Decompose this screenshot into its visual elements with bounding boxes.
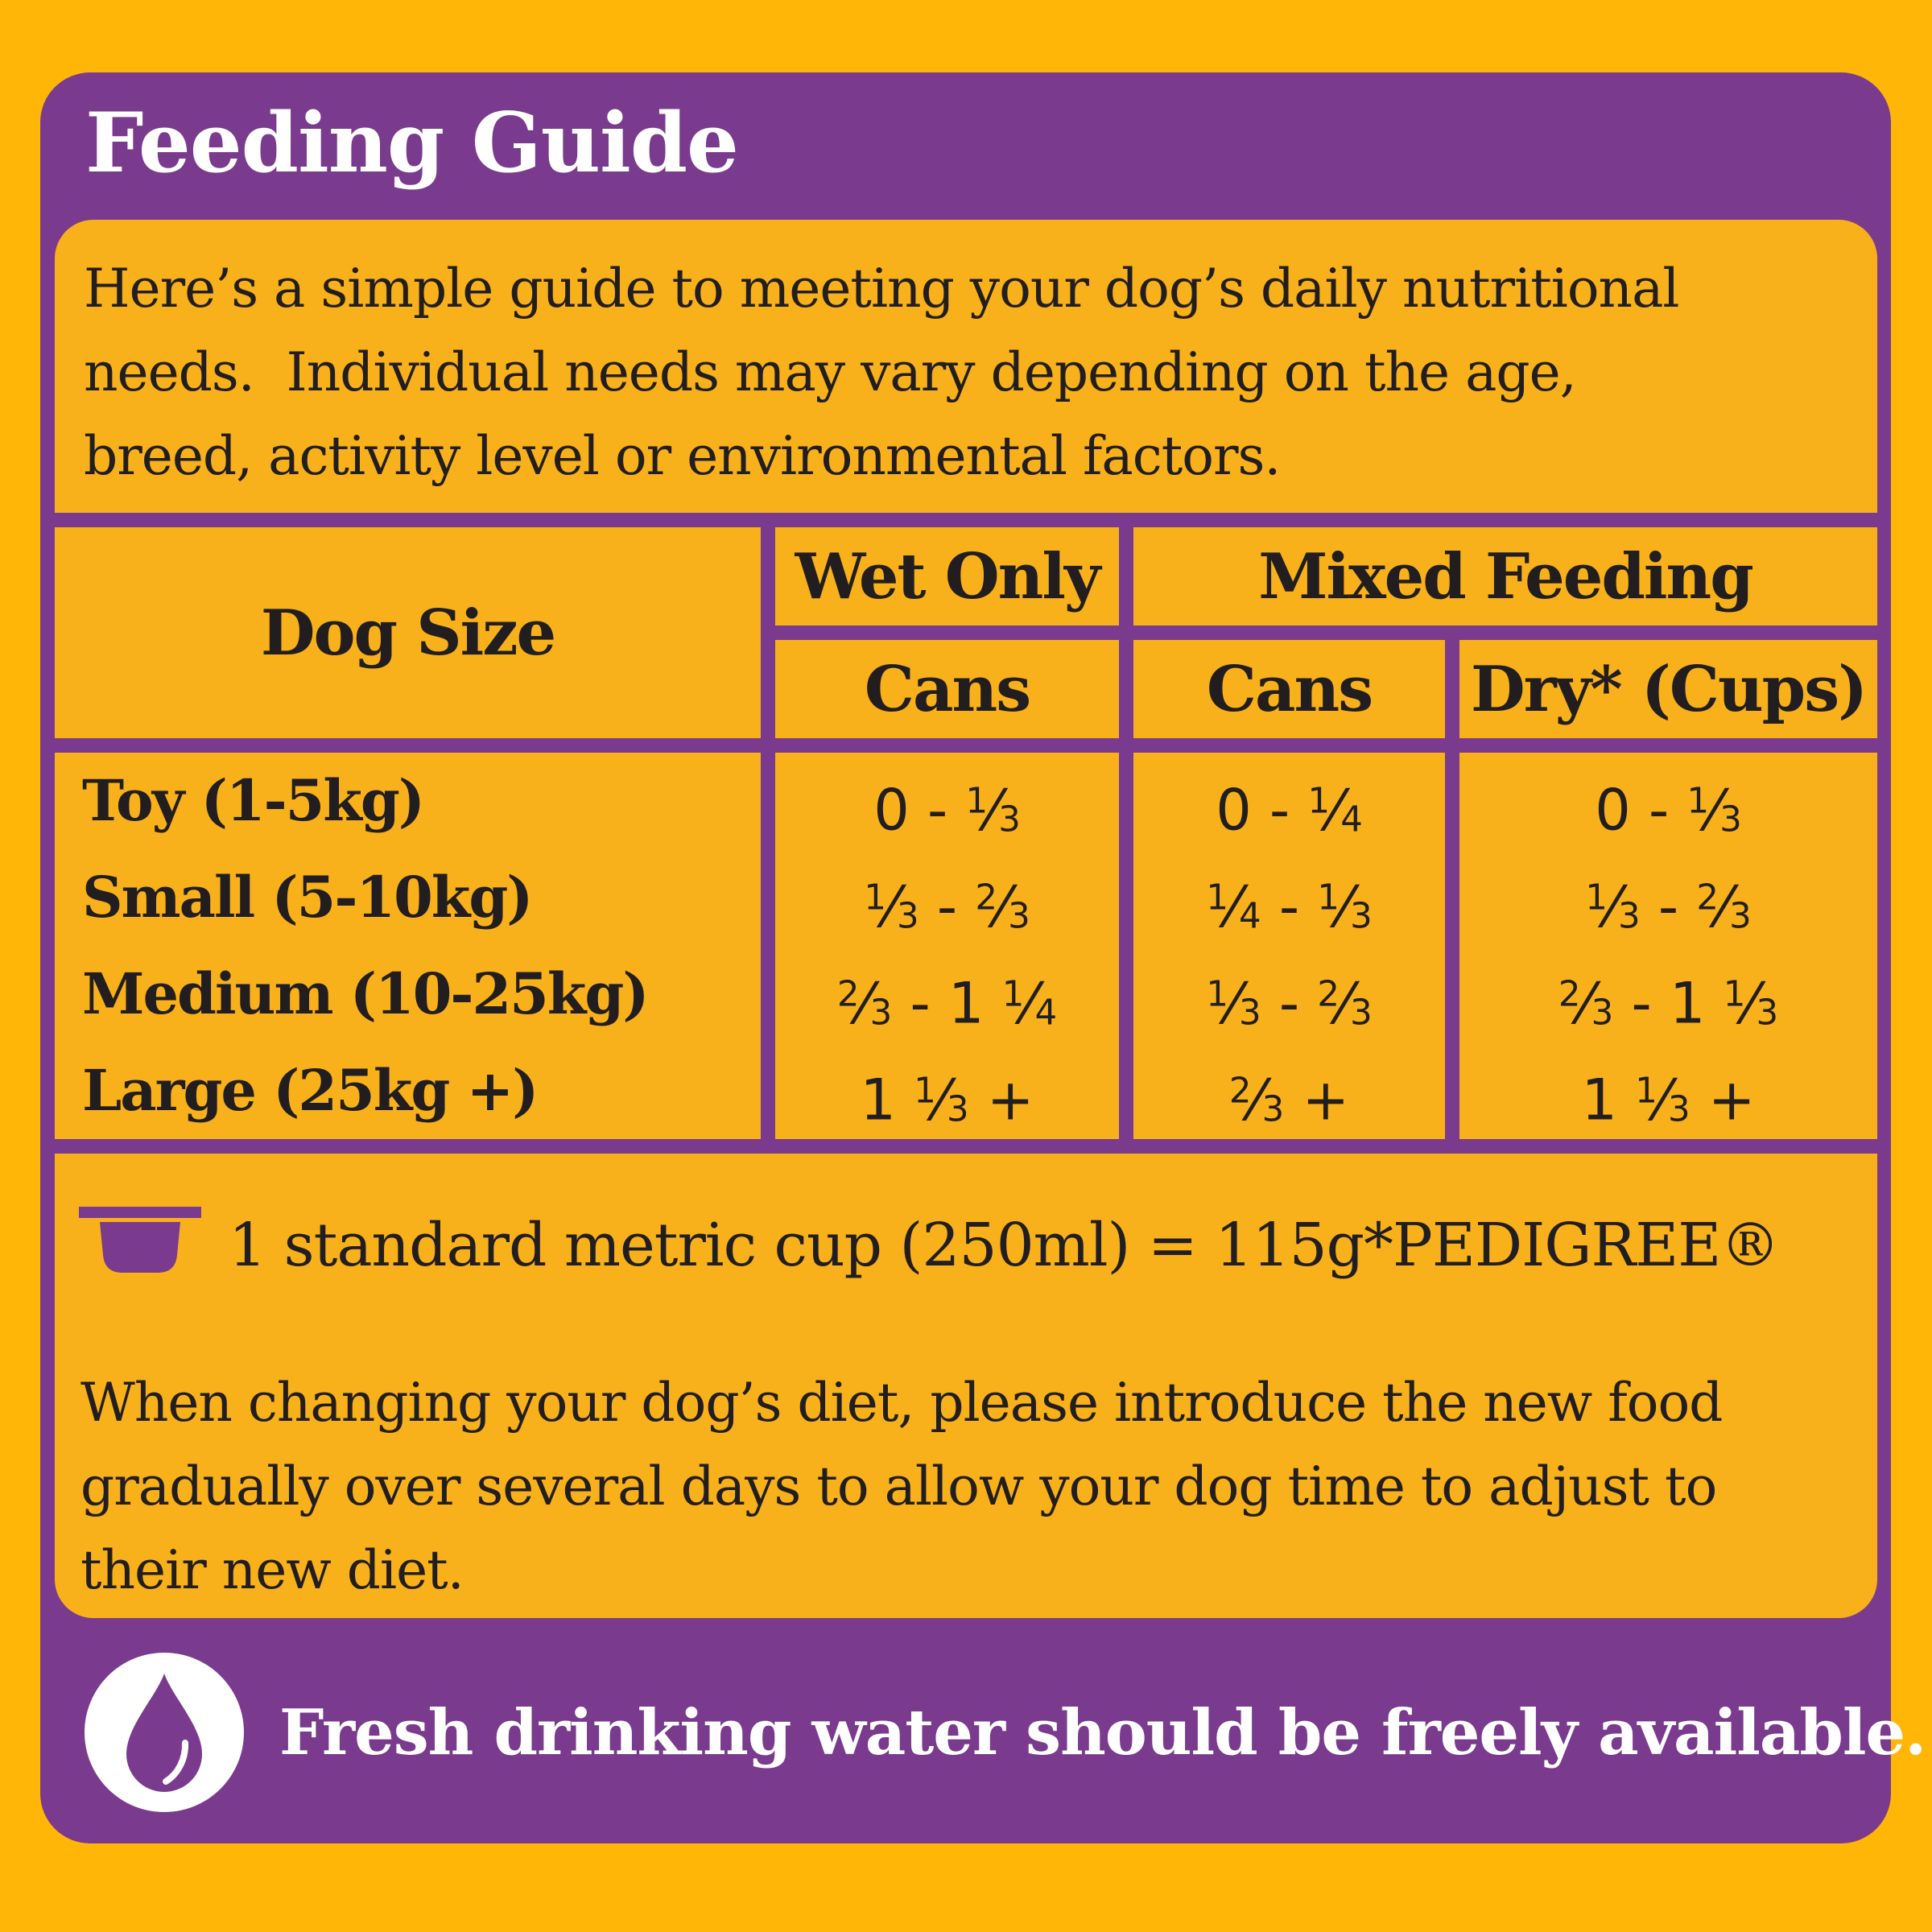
table-header-wet-only: Wet Only [775, 527, 1119, 625]
intro-line: breed, activity level or environmental f… [84, 425, 1281, 487]
table-subheader-mixed-cans: Cans [1133, 640, 1445, 738]
table-cell: 0 - 1⁄3 [873, 777, 1021, 844]
table-header-mixed-feeding: Mixed Feeding [1133, 527, 1877, 625]
table-cell: 2⁄3 - 1 1⁄3 [1558, 970, 1779, 1037]
table-row-label: Medium (10-25kg) [82, 960, 649, 1027]
fraction: 2⁄3 [836, 970, 893, 1037]
fraction: 1⁄4 [1001, 970, 1058, 1037]
mixed-cans-label: Cans [1206, 652, 1373, 726]
fraction: 1⁄3 [1723, 970, 1779, 1037]
fraction: 2⁄3 [1228, 1067, 1285, 1133]
dry-cups-label: Dry* (Cups) [1470, 652, 1868, 726]
fraction: 1⁄3 [914, 1067, 969, 1133]
table-cell: 1 1⁄3 + [860, 1067, 1034, 1133]
fraction: 1⁄3 [1585, 873, 1641, 940]
intro-line: needs. Individual needs may vary dependi… [84, 341, 1577, 403]
intro-box: Here’s a simple guide to meeting your do… [55, 220, 1877, 513]
table-cell: 2⁄3 + [1228, 1067, 1350, 1133]
table-cell: 0 - 1⁄4 [1216, 777, 1363, 844]
mixed-feeding-label: Mixed Feeding [1258, 539, 1754, 613]
fraction: 1⁄3 [1635, 1067, 1690, 1133]
table-column-wet-cans: 0 - 1⁄3 1⁄3 - 2⁄3 2⁄3 - 1 1⁄4 1 1⁄3 + [775, 753, 1119, 1139]
table-row-label: Toy (1-5kg) [82, 767, 425, 834]
water-note-row: Fresh drinking water should be freely av… [85, 1652, 1926, 1813]
fraction: 1⁄3 [1206, 970, 1261, 1037]
fraction: 1⁄3 [864, 873, 919, 940]
table-column-dog-sizes: Toy (1-5kg) Small (5-10kg) Medium (10-25… [55, 753, 761, 1139]
table-cell: 0 - 1⁄3 [1595, 777, 1742, 844]
table-header-dog-size: Dog Size [55, 527, 761, 738]
measuring-cup-icon [79, 1207, 201, 1273]
wet-only-label: Wet Only [795, 539, 1101, 613]
fraction: 2⁄3 [1558, 970, 1614, 1037]
cup-note-row: 1 standard metric cup (250ml) = 115g*PED… [79, 1207, 1780, 1284]
intro-text: Here’s a simple guide to meeting your do… [84, 247, 1680, 498]
table-cell: 1 1⁄3 + [1581, 1067, 1756, 1133]
cup-note-text: 1 standard metric cup (250ml) = 115g*PED… [229, 1211, 1780, 1280]
table-column-dry-cups: 0 - 1⁄3 1⁄3 - 2⁄3 2⁄3 - 1 1⁄3 1 1⁄3 + [1459, 753, 1877, 1139]
water-note-text: Fresh drinking water should be freely av… [279, 1695, 1926, 1769]
notes-box: 1 standard metric cup (250ml) = 115g*PED… [55, 1154, 1877, 1618]
intro-line: Here’s a simple guide to meeting your do… [84, 258, 1680, 320]
paragraph-line: When changing your dog’s diet, please in… [80, 1372, 1723, 1434]
dog-size-label: Dog Size [260, 596, 556, 670]
table-cell: 1⁄3 - 2⁄3 [1585, 873, 1752, 940]
paragraph-line: gradually over several days to allow you… [80, 1455, 1717, 1517]
water-drop-icon [85, 1653, 244, 1812]
page-title: Feeding Guide [85, 95, 739, 192]
table-subheader-wet-cans: Cans [775, 640, 1119, 738]
paragraph-line: their new diet. [80, 1539, 464, 1601]
fraction: 1⁄3 [1686, 777, 1742, 844]
fraction: 1⁄4 [1206, 873, 1261, 940]
fraction: 2⁄3 [1696, 873, 1752, 940]
wet-cans-label: Cans [864, 652, 1031, 726]
fraction: 2⁄3 [1317, 970, 1373, 1037]
transition-paragraph: When changing your dog’s diet, please in… [80, 1361, 1723, 1612]
table-row-label: Large (25kg +) [82, 1057, 539, 1124]
table-row-label: Small (5-10kg) [82, 864, 533, 931]
fraction: 1⁄4 [1307, 777, 1363, 844]
table-subheader-dry-cups: Dry* (Cups) [1459, 640, 1877, 738]
feeding-guide-panel: Feeding Guide Here’s a simple guide to m… [40, 72, 1926, 1843]
table-cell: 1⁄3 - 2⁄3 [864, 873, 1030, 940]
table-column-mixed-cans: 0 - 1⁄4 1⁄4 - 1⁄3 1⁄3 - 2⁄3 2⁄3 + [1133, 753, 1445, 1139]
fraction: 1⁄3 [965, 777, 1021, 844]
table-cell: 1⁄4 - 1⁄3 [1206, 873, 1373, 940]
fraction: 1⁄3 [1317, 873, 1373, 940]
table-cell: 1⁄3 - 2⁄3 [1206, 970, 1373, 1037]
fraction: 2⁄3 [975, 873, 1030, 940]
table-cell: 2⁄3 - 1 1⁄4 [836, 970, 1058, 1037]
